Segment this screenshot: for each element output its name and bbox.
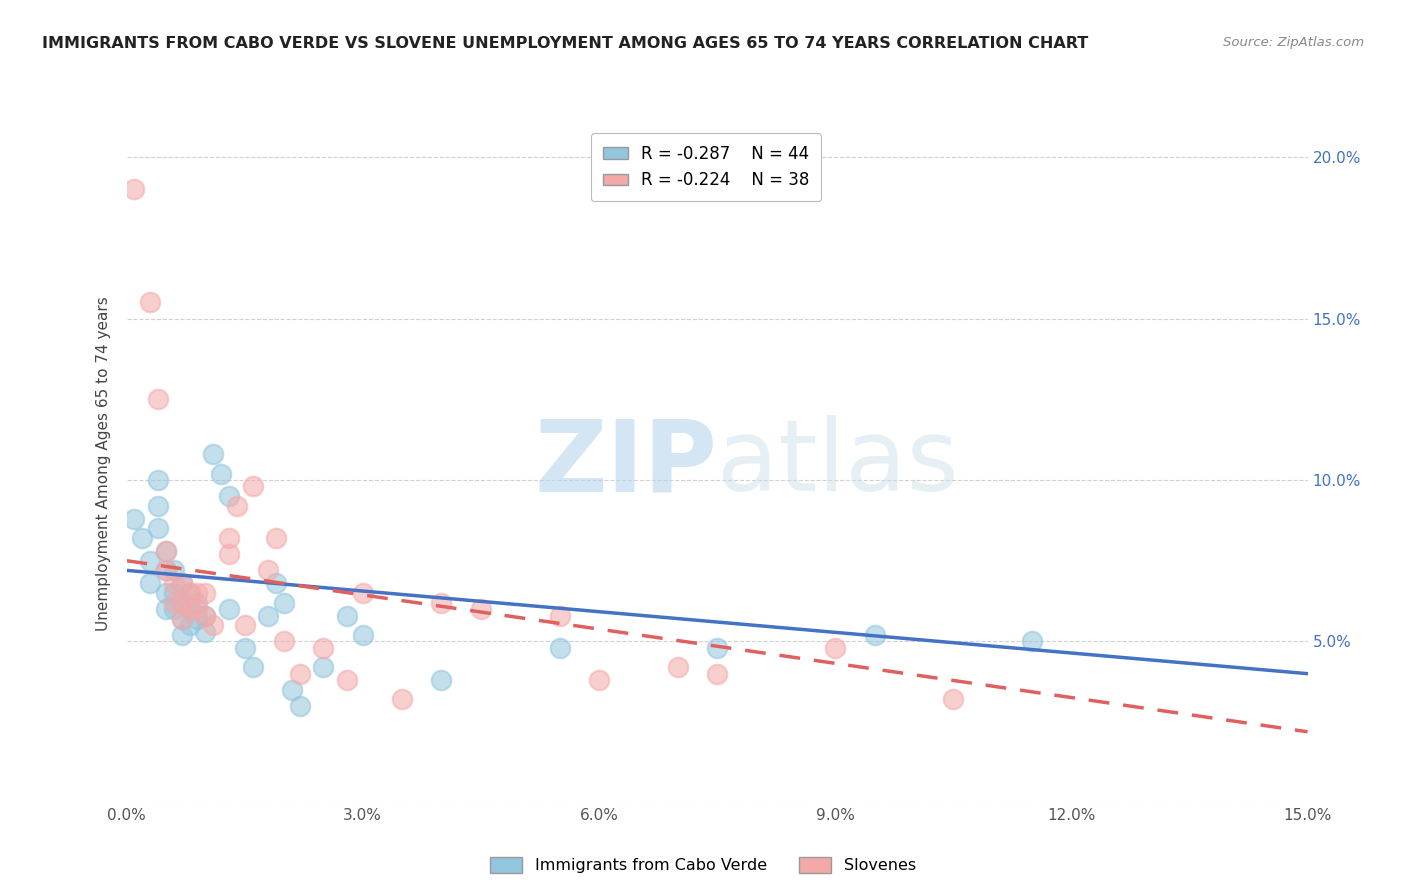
Point bbox=[179, 602, 201, 616]
Text: atlas: atlas bbox=[717, 416, 959, 512]
Point bbox=[179, 586, 201, 600]
Y-axis label: Unemployment Among Ages 65 to 74 years: Unemployment Among Ages 65 to 74 years bbox=[96, 296, 111, 632]
Point bbox=[155, 586, 177, 600]
Point bbox=[242, 479, 264, 493]
Point bbox=[179, 586, 201, 600]
Point bbox=[194, 624, 217, 639]
Point bbox=[430, 673, 453, 687]
Point bbox=[430, 596, 453, 610]
Point bbox=[155, 563, 177, 577]
Point bbox=[186, 602, 208, 616]
Point bbox=[942, 692, 965, 706]
Point bbox=[131, 531, 153, 545]
Point bbox=[391, 692, 413, 706]
Point bbox=[139, 576, 162, 591]
Point bbox=[186, 596, 208, 610]
Point bbox=[170, 612, 193, 626]
Point bbox=[163, 596, 186, 610]
Point bbox=[194, 608, 217, 623]
Point bbox=[146, 521, 169, 535]
Point bbox=[706, 640, 728, 655]
Point bbox=[273, 634, 295, 648]
Point bbox=[124, 512, 146, 526]
Point bbox=[336, 608, 359, 623]
Point bbox=[863, 628, 886, 642]
Point bbox=[155, 544, 177, 558]
Point bbox=[312, 660, 335, 674]
Point bbox=[218, 531, 240, 545]
Text: IMMIGRANTS FROM CABO VERDE VS SLOVENE UNEMPLOYMENT AMONG AGES 65 TO 74 YEARS COR: IMMIGRANTS FROM CABO VERDE VS SLOVENE UN… bbox=[42, 36, 1088, 51]
Point bbox=[163, 602, 186, 616]
Point bbox=[548, 608, 571, 623]
Point bbox=[209, 467, 232, 481]
Point bbox=[202, 447, 225, 461]
Point bbox=[139, 554, 162, 568]
Point bbox=[163, 586, 186, 600]
Point bbox=[194, 586, 217, 600]
Point bbox=[548, 640, 571, 655]
Point bbox=[124, 182, 146, 196]
Point bbox=[170, 576, 193, 591]
Point bbox=[186, 612, 208, 626]
Point bbox=[666, 660, 689, 674]
Point bbox=[170, 628, 193, 642]
Legend: Immigrants from Cabo Verde, Slovenes: Immigrants from Cabo Verde, Slovenes bbox=[484, 850, 922, 880]
Text: Source: ZipAtlas.com: Source: ZipAtlas.com bbox=[1223, 36, 1364, 49]
Point bbox=[242, 660, 264, 674]
Point bbox=[155, 563, 177, 577]
Point bbox=[312, 640, 335, 655]
Point bbox=[146, 499, 169, 513]
Point bbox=[202, 618, 225, 632]
Point bbox=[706, 666, 728, 681]
Point bbox=[336, 673, 359, 687]
Point bbox=[233, 618, 256, 632]
Point bbox=[264, 531, 287, 545]
Point bbox=[233, 640, 256, 655]
Point bbox=[281, 682, 304, 697]
Point bbox=[288, 666, 311, 681]
Point bbox=[470, 602, 492, 616]
Point bbox=[824, 640, 846, 655]
Point bbox=[163, 576, 186, 591]
Point bbox=[139, 295, 162, 310]
Point bbox=[146, 473, 169, 487]
Point bbox=[179, 602, 201, 616]
Point bbox=[218, 547, 240, 561]
Point bbox=[225, 499, 247, 513]
Point bbox=[257, 563, 280, 577]
Point bbox=[170, 576, 193, 591]
Point bbox=[170, 596, 193, 610]
Legend: R = -0.287    N = 44, R = -0.224    N = 38: R = -0.287 N = 44, R = -0.224 N = 38 bbox=[591, 133, 821, 201]
Point bbox=[1021, 634, 1043, 648]
Point bbox=[146, 392, 169, 407]
Point bbox=[273, 596, 295, 610]
Point bbox=[588, 673, 610, 687]
Point bbox=[218, 602, 240, 616]
Point bbox=[288, 698, 311, 713]
Point bbox=[186, 586, 208, 600]
Point bbox=[352, 628, 374, 642]
Point bbox=[179, 618, 201, 632]
Point bbox=[170, 612, 193, 626]
Point bbox=[155, 544, 177, 558]
Point bbox=[155, 602, 177, 616]
Point bbox=[194, 608, 217, 623]
Point bbox=[170, 596, 193, 610]
Point bbox=[218, 489, 240, 503]
Text: ZIP: ZIP bbox=[534, 416, 717, 512]
Point bbox=[257, 608, 280, 623]
Point bbox=[352, 586, 374, 600]
Point bbox=[264, 576, 287, 591]
Point bbox=[163, 563, 186, 577]
